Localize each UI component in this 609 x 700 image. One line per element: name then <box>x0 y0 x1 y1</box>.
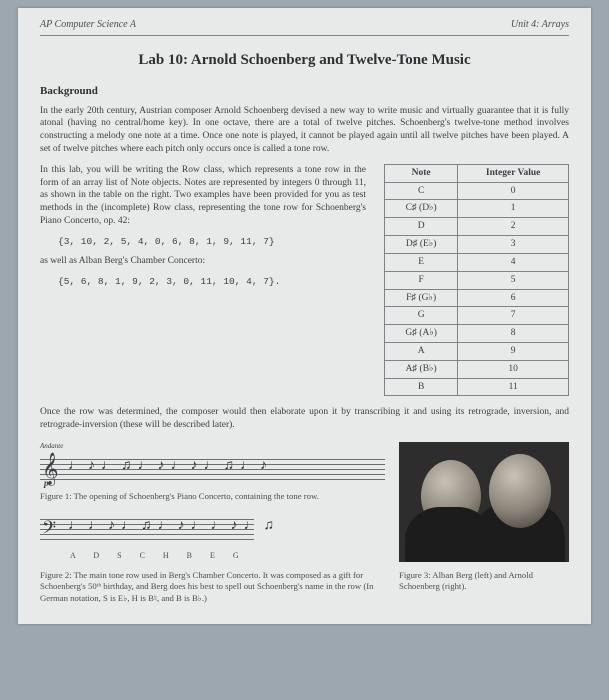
background-heading: Background <box>40 84 569 99</box>
tempo-marking: Andante <box>40 442 385 451</box>
note-cell: D♯ (E♭) <box>385 236 458 254</box>
value-cell: 9 <box>458 342 569 360</box>
note-cell: G♯ (A♭) <box>385 325 458 343</box>
table-row: C♯ (D♭)1 <box>385 200 569 218</box>
figure-2-block: 𝄢 ♩♩♪♩♫♩♪♩♩♪♩♫ A D S C H B E G <box>40 513 385 562</box>
value-cell: 7 <box>458 307 569 325</box>
value-cell: 4 <box>458 253 569 271</box>
table-row: F♯ (G♭)6 <box>385 289 569 307</box>
table-row: G♯ (A♭)8 <box>385 325 569 343</box>
table-row: G7 <box>385 307 569 325</box>
notes-glyphs-1: ♩♪♩♫♩♪♩♪♩♫♩♪ <box>68 457 273 476</box>
value-cell: 8 <box>458 325 569 343</box>
bass-clef-icon: 𝄢 <box>42 515 56 545</box>
value-cell: 2 <box>458 218 569 236</box>
note-cell: C <box>385 182 458 200</box>
th-value: Integer Value <box>458 164 569 182</box>
music-staff-2: 𝄢 ♩♩♪♩♫♩♪♩♩♪♩♫ <box>40 513 254 547</box>
music-staff-1: 𝄞 ♩♪♩♫♩♪♩♪♩♫♩♪ p <box>40 453 385 487</box>
page-header: AP Computer Science A Unit 4: Arrays <box>40 18 569 36</box>
value-cell: 0 <box>458 182 569 200</box>
note-cell: B <box>385 378 458 396</box>
figure-3-block <box>399 442 569 562</box>
document-page: AP Computer Science A Unit 4: Arrays Lab… <box>18 8 591 624</box>
value-cell: 1 <box>458 200 569 218</box>
photo-berg-schoenberg <box>399 442 569 562</box>
header-right: Unit 4: Arrays <box>511 18 569 32</box>
note-cell: E <box>385 253 458 271</box>
note-cell: F <box>385 271 458 289</box>
background-text: In the early 20th century, Austrian comp… <box>40 105 569 156</box>
table-row: D2 <box>385 218 569 236</box>
right-column: Note Integer Value C0C♯ (D♭)1D2D♯ (E♭)3E… <box>384 164 569 397</box>
two-column-region: In this lab, you will be writing the Row… <box>40 164 569 397</box>
value-cell: 5 <box>458 271 569 289</box>
figure-1-caption: Figure 1: The opening of Schoenberg's Pi… <box>40 491 385 502</box>
table-row: B11 <box>385 378 569 396</box>
lab-title: Lab 10: Arnold Schoenberg and Twelve-Ton… <box>40 50 569 70</box>
figure-3-caption: Figure 3: Alban Berg (left) and Arnold S… <box>399 570 569 593</box>
as-well-as: as well as Alban Berg's Chamber Concerto… <box>40 255 366 268</box>
value-cell: 6 <box>458 289 569 307</box>
figure-2-caption: Figure 2: The main tone row used in Berg… <box>40 570 385 604</box>
dynamic-marking: p <box>44 477 49 489</box>
value-cell: 10 <box>458 360 569 378</box>
note-table: Note Integer Value C0C♯ (D♭)1D2D♯ (E♭)3E… <box>384 164 569 397</box>
note-cell: C♯ (D♭) <box>385 200 458 218</box>
tone-row-1: {3, 10, 2, 5, 4, 0, 6, 8, 1, 9, 11, 7} <box>58 236 366 249</box>
note-cell: A♯ (B♭) <box>385 360 458 378</box>
note-cell: F♯ (G♭) <box>385 289 458 307</box>
value-cell: 11 <box>458 378 569 396</box>
th-note: Note <box>385 164 458 182</box>
note-cell: A <box>385 342 458 360</box>
note-names-row: A D S C H B E G <box>70 551 385 562</box>
after-table-text: Once the row was determined, the compose… <box>40 406 569 432</box>
table-row: E4 <box>385 253 569 271</box>
value-cell: 3 <box>458 236 569 254</box>
figure-1-and-3-row: Andante 𝄞 ♩♪♩♫♩♪♩♪♩♫♩♪ p Figure 1: The o… <box>40 442 569 562</box>
tone-row-2: {5, 6, 8, 1, 9, 2, 3, 0, 11, 10, 4, 7}. <box>58 276 366 289</box>
table-row: A♯ (B♭)10 <box>385 360 569 378</box>
caption-row: Figure 2: The main tone row used in Berg… <box>40 568 569 604</box>
notes-glyphs-2: ♩♩♪♩♫♩♪♩♩♪♩♫ <box>68 517 280 536</box>
as-well-as-text: as well as Alban Berg's Chamber Concerto… <box>40 256 205 266</box>
note-cell: D <box>385 218 458 236</box>
figure-1-block: Andante 𝄞 ♩♪♩♫♩♪♩♪♩♫♩♪ p Figure 1: The o… <box>40 442 385 562</box>
table-row: F5 <box>385 271 569 289</box>
left-column: In this lab, you will be writing the Row… <box>40 164 366 397</box>
table-row: D♯ (E♭)3 <box>385 236 569 254</box>
header-left: AP Computer Science A <box>40 18 136 32</box>
intro-text: In this lab, you will be writing the Row… <box>40 164 366 228</box>
table-row: A9 <box>385 342 569 360</box>
table-row: C0 <box>385 182 569 200</box>
note-cell: G <box>385 307 458 325</box>
